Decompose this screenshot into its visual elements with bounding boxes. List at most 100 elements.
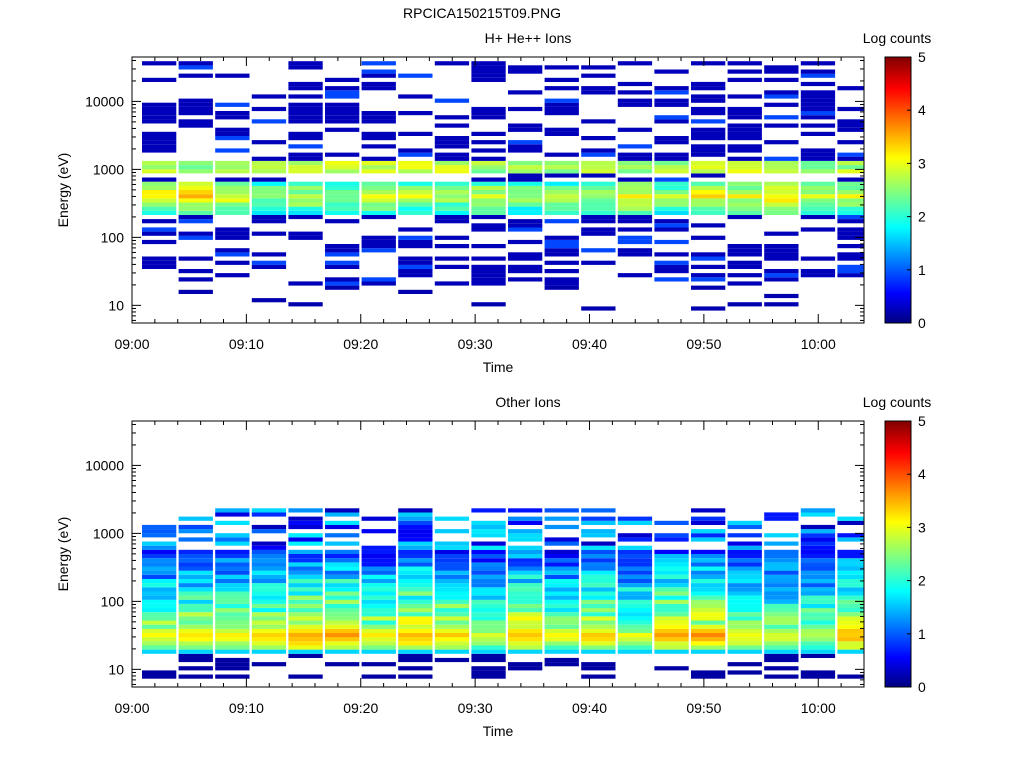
heatmap-cell [691,194,726,199]
heatmap-cell [764,165,799,170]
heatmap-cell [361,210,396,215]
heatmap-cell [361,206,396,211]
heatmap-cell [617,533,653,538]
heatmap-cell [471,177,506,182]
heatmap-cell [398,94,433,99]
heatmap-cell [178,558,213,563]
heatmap-cell [581,554,616,559]
heatmap-cell [434,570,470,575]
heatmap-cell [288,570,323,575]
heatmap-cell [617,599,653,604]
heatmap-cell [691,516,726,521]
heatmap-cell [325,264,360,269]
heatmap-cell [764,616,799,621]
heatmap-cell [215,181,250,186]
heatmap-cell [178,277,213,282]
heatmap-cell [544,587,579,592]
heatmap-cell [581,508,616,513]
heatmap-cell [764,94,799,99]
heatmap-cell [508,256,543,261]
heatmap-cell [178,657,213,663]
heatmap-cell [288,102,323,107]
heatmap-cell [800,73,836,78]
heatmap-cell [617,273,653,278]
heatmap-cell [142,77,177,82]
heatmap-cell [178,269,213,274]
heatmap-cell [800,269,836,274]
heatmap-cell [581,65,616,70]
heatmap-cell [471,558,506,563]
heatmap-cell [617,160,653,166]
heatmap-cell [178,608,213,613]
heatmap-cell [178,570,213,575]
heatmap-cell [288,562,323,567]
heatmap-cell [727,591,762,596]
heatmap-cell [837,558,864,563]
heatmap-cell [398,603,433,609]
heatmap-cell [764,541,799,546]
heatmap-cell [215,169,250,174]
heatmap-cell [654,666,689,671]
heatmap-cell [654,185,689,190]
heatmap-cell [434,190,470,195]
heatmap-cell [178,160,213,166]
heatmap-cell [398,131,433,136]
heatmap-cell [581,219,616,224]
heatmap-cell [471,545,506,550]
heatmap-cell [581,227,616,232]
heatmap-cell [544,662,579,667]
heatmap-cell [727,662,762,667]
heatmap-cell [727,77,762,82]
heatmap-cell [544,612,579,617]
heatmap-cell [654,537,689,542]
heatmap-cell [617,641,653,646]
heatmap-cell [325,185,360,190]
heatmap-cell [434,181,470,186]
heatmap-cell [544,219,579,224]
heatmap-cell [471,520,506,525]
heatmap-cell [288,533,323,538]
heatmap-cell [142,140,177,145]
x-tick-label: 09:50 [686,700,721,716]
heatmap-cell [581,306,616,311]
heatmap-cell [251,512,287,517]
heatmap-cell [215,649,250,654]
heatmap-cell [691,106,726,112]
heatmap-cell [691,81,726,87]
heatmap-cell [361,202,396,207]
heatmap-cell [288,65,323,70]
heatmap-cell [764,252,799,257]
heatmap-cell [727,574,762,579]
heatmap-cell [800,591,836,596]
heatmap-cell [215,148,250,153]
heatmap-cell [471,223,506,228]
heatmap-cell [837,194,864,199]
heatmap-cell [691,98,726,103]
heatmap-cell [178,111,213,116]
heatmap-cell [215,624,250,629]
heatmap-cell [471,645,506,650]
heatmap-cell [800,578,836,584]
heatmap-cell [727,61,762,66]
heatmap-cell [142,206,177,211]
heatmap-cell [215,603,250,609]
heatmap-cell [800,583,836,588]
heatmap-cell [471,198,506,203]
heatmap-cell [800,549,836,554]
heatmap-cell [691,554,726,559]
heatmap-cell [544,562,579,567]
heatmap-cell [142,620,177,625]
heatmap-cell [544,633,579,638]
heatmap-cell [508,148,543,153]
heatmap-cell [288,674,323,679]
y-tick-label: 100 [101,229,125,245]
heatmap-cell [215,131,250,136]
heatmap-cell [544,165,579,170]
heatmap-cell [215,227,250,232]
heatmap-cell [837,516,864,521]
heatmap-cell [764,587,799,592]
heatmap-cell [800,160,836,166]
heatmap-cell [800,537,836,542]
heatmap-cell [325,508,360,513]
heatmap-cell [764,194,799,199]
